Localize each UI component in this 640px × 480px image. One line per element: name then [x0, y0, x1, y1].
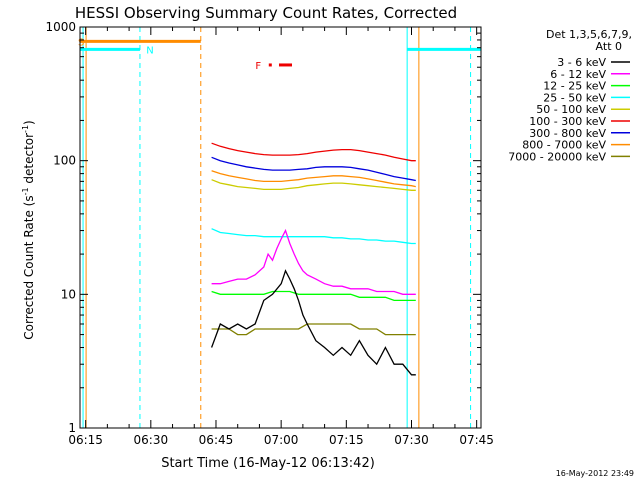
series-line-4	[211, 179, 416, 191]
legend-title-line1: Det 1,3,5,6,7,9,	[546, 28, 632, 41]
series-line-2	[211, 290, 416, 302]
x-tick-label: 06:45	[199, 433, 234, 447]
legend-title-line2: Att 0	[596, 40, 622, 53]
plot-area: S N F 06:15 06:30 06:45 07:00 07:15 07:30 07:45 1 1…	[45, 20, 493, 447]
series-line-6	[211, 156, 416, 182]
flag-label-s: S	[78, 37, 84, 48]
x-tick-label: 07:00	[264, 433, 299, 447]
legend-label-7: 800 - 7000 keV	[522, 139, 606, 152]
flag-label-n: N	[146, 45, 153, 56]
chart-title: HESSI Observing Summary Count Rates, Cor…	[75, 4, 457, 22]
legend-label-4: 50 - 100 keV	[536, 103, 606, 116]
y-tick-label: 1	[68, 421, 76, 435]
x-tick-label: 07:15	[329, 433, 364, 447]
plot-frame	[79, 26, 482, 429]
y-axis-label: Corrected Count Rate (s-1 detector-1)	[21, 120, 36, 339]
series-line-5	[211, 142, 416, 162]
legend-label-6: 300 - 800 keV	[529, 127, 606, 140]
x-tick-label: 07:30	[394, 433, 429, 447]
flag-dot-f	[268, 63, 272, 67]
series-line-0	[210, 269, 416, 376]
legend-label-1: 6 - 12 keV	[550, 68, 606, 81]
y-tick-label: 10	[61, 287, 76, 301]
flag-label-f: F	[255, 61, 261, 72]
x-tick-label: 06:30	[134, 433, 169, 447]
legend-label-2: 12 - 25 keV	[543, 80, 606, 93]
legend-label-8: 7000 - 20000 keV	[508, 150, 606, 163]
x-axis-label: Start Time (16-May-12 06:13:42)	[161, 456, 375, 471]
series-line-1	[211, 228, 416, 295]
legend-label-3: 25 - 50 keV	[543, 91, 606, 104]
y-tick-label: 1000	[45, 20, 76, 34]
x-tick-label: 06:15	[68, 433, 103, 447]
y-tick-label: 100	[53, 154, 76, 168]
series-line-3	[211, 228, 416, 245]
legend-label-0: 3 - 6 keV	[557, 56, 606, 69]
series-line-7	[211, 170, 416, 188]
footer-timestamp: 16-May-2012 23:49	[556, 469, 634, 478]
legend-label-5: 100 - 300 keV	[529, 115, 606, 128]
x-tick-label: 07:45	[459, 433, 494, 447]
series-line-8	[211, 323, 416, 336]
